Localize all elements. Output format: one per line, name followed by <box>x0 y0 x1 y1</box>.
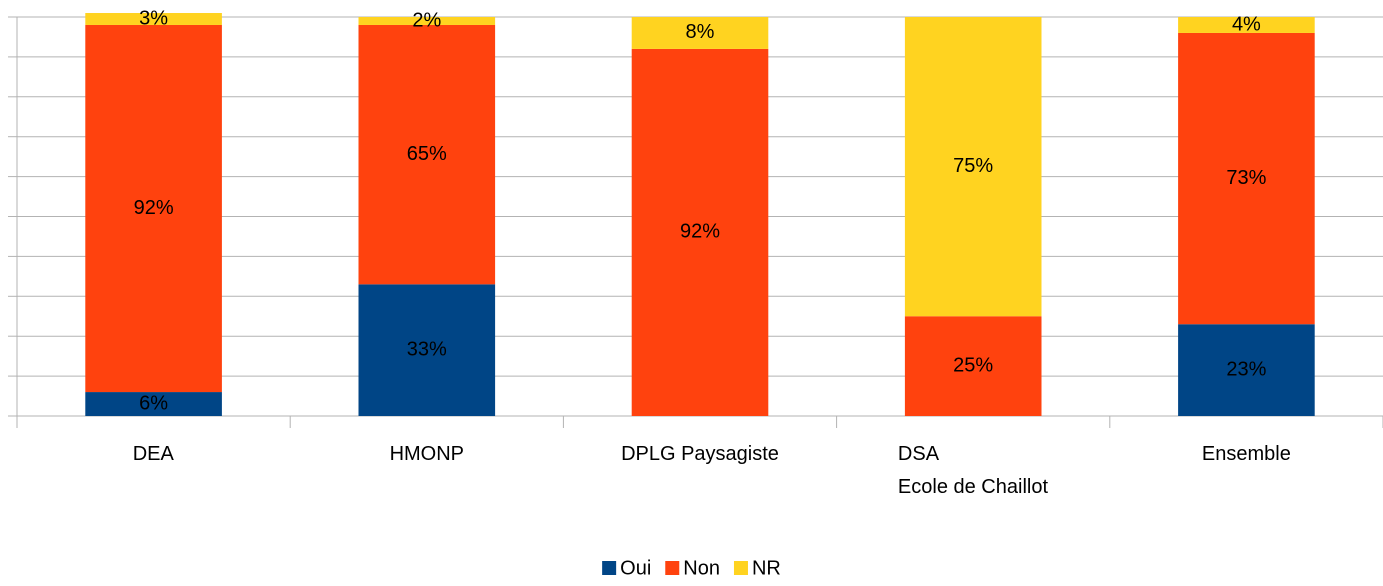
x-tick-label: DSA Ecole de Chaillot <box>898 443 1049 498</box>
data-label: 33% <box>407 338 447 360</box>
data-label: 75% <box>953 155 993 177</box>
legend-label: NR <box>752 557 781 579</box>
data-label: 25% <box>953 354 993 376</box>
x-tick-label-line: Ensemble <box>1202 443 1291 465</box>
bar-segment <box>904 17 1042 317</box>
bar-segment <box>1178 324 1315 416</box>
x-tick-label-line: DSA <box>898 443 940 465</box>
x-tick-label-line: Ecole de Chaillot <box>898 476 1049 498</box>
x-tick-label: HMONP <box>390 443 464 465</box>
bar-segment <box>358 24 496 285</box>
bar-segment <box>904 316 1042 416</box>
data-label: 92% <box>134 197 174 219</box>
bar-segment <box>358 17 496 25</box>
legend-label: Oui <box>620 557 651 579</box>
data-label: 6% <box>139 392 168 414</box>
bar-segment <box>1178 17 1315 33</box>
x-tick-label-line: DEA <box>133 443 175 465</box>
bar-segment <box>358 284 496 416</box>
x-tick-label: Ensemble <box>1202 443 1291 465</box>
bar-segment <box>85 24 222 393</box>
data-label: 4% <box>1232 13 1261 35</box>
data-label: 8% <box>686 21 715 43</box>
x-tick-label: DEA <box>133 443 175 465</box>
legend: Oui Non NR <box>602 557 781 579</box>
bar-segment <box>631 48 769 417</box>
data-label: 73% <box>1226 167 1266 189</box>
x-tick-label-line: DPLG Paysagiste <box>621 443 779 465</box>
data-label: 23% <box>1226 358 1266 380</box>
data-label: 92% <box>680 221 720 243</box>
bar-segment <box>631 17 769 49</box>
data-label: 65% <box>407 143 447 165</box>
bar-segment <box>85 392 222 416</box>
bar-segment <box>1178 32 1315 325</box>
data-label: 3% <box>139 7 168 29</box>
legend-swatch <box>602 561 617 575</box>
x-tick-label-line: HMONP <box>390 443 464 465</box>
bar-segment <box>85 13 222 25</box>
legend-label: Non <box>683 557 720 579</box>
legend-swatch <box>665 561 680 575</box>
legend-swatch <box>733 561 748 575</box>
x-tick-label: DPLG Paysagiste <box>621 443 779 465</box>
data-label: 2% <box>412 9 441 31</box>
